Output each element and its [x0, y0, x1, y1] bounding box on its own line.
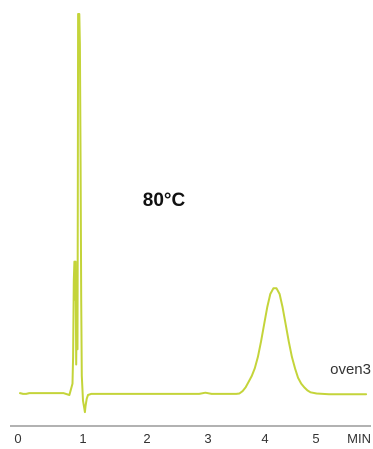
- series-label: oven3: [330, 361, 371, 378]
- series-line: [19, 13, 368, 414]
- x-tick-label: 3: [204, 431, 211, 446]
- x-tick-label: 4: [261, 431, 268, 446]
- temperature-annotation: 80°C: [143, 190, 186, 211]
- x-tick-labels: 0 1 2 3 4 5: [14, 431, 319, 446]
- x-tick-label: 2: [143, 431, 150, 446]
- x-tick-label: 0: [14, 431, 21, 446]
- x-axis-label: MIN: [347, 431, 371, 446]
- x-tick-label: 5: [312, 431, 319, 446]
- x-tick-label: 1: [79, 431, 86, 446]
